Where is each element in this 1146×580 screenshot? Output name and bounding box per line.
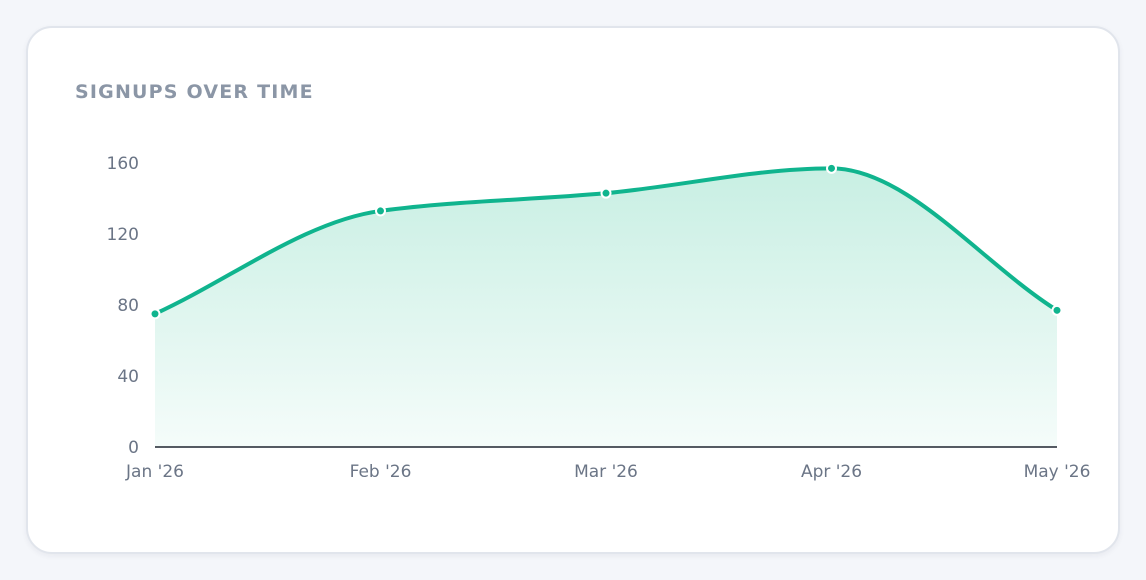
x-tick-label: Mar '26 bbox=[574, 462, 638, 482]
data-point-5[interactable] bbox=[1051, 304, 1063, 316]
chart-title: SIGNUPS OVER TIME bbox=[75, 81, 314, 103]
y-tick-label: 80 bbox=[117, 296, 139, 316]
data-point-2[interactable] bbox=[375, 205, 386, 217]
y-tick-label: 120 bbox=[107, 225, 139, 245]
y-tick-label: 40 bbox=[117, 367, 139, 387]
x-tick-label: May '26 bbox=[1024, 462, 1091, 482]
data-point-1[interactable] bbox=[149, 308, 161, 320]
y-tick-label: 160 bbox=[107, 154, 139, 174]
series-area-fill bbox=[155, 168, 1057, 447]
y-tick-label: 0 bbox=[128, 438, 139, 458]
x-tick-label: Jan '26 bbox=[125, 462, 184, 482]
data-point-4[interactable] bbox=[826, 162, 837, 174]
x-tick-label: Feb '26 bbox=[350, 462, 412, 482]
data-point-3[interactable] bbox=[600, 187, 612, 199]
x-tick-label: Apr '26 bbox=[801, 462, 862, 482]
